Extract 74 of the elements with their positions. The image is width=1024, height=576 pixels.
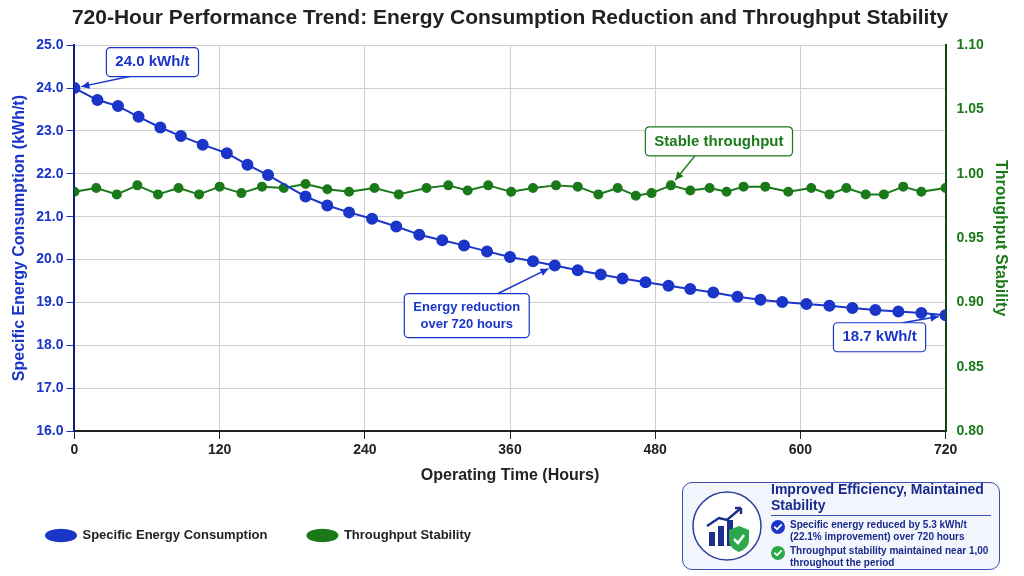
point	[366, 212, 379, 225]
y-tick-label: 25.0	[36, 36, 64, 53]
y2-tick-label: 0.85	[956, 357, 985, 374]
text: Improved Efficiency, Maintained Stability	[771, 481, 991, 516]
y-tick-label: 24.0	[36, 78, 64, 95]
y-tick-label: 21.0	[36, 207, 64, 224]
point	[504, 250, 516, 263]
x-tick-label: 120	[207, 441, 232, 458]
y-tick-label: 19.0	[36, 293, 64, 310]
point	[639, 276, 652, 289]
point	[800, 298, 813, 311]
y2-tick-label: 1.10	[956, 36, 985, 53]
text: Specific energy reduced by 5.3 kWh/t (22.1% improvement) over 720 hours	[790, 519, 968, 543]
point	[616, 272, 629, 285]
x-tick-label: 600	[788, 441, 813, 458]
point	[481, 245, 494, 258]
point	[548, 259, 561, 272]
y2-tick-label: 1.00	[956, 164, 985, 181]
point	[869, 304, 882, 317]
x-tick-label: 0	[70, 441, 79, 458]
legend-label: Specific Energy Consumption	[82, 527, 268, 543]
point	[196, 138, 209, 151]
y2-axis-title: Throughput Stability	[992, 159, 1010, 317]
point	[846, 301, 859, 314]
point	[892, 305, 905, 318]
point	[112, 100, 124, 113]
point	[526, 255, 539, 268]
point	[132, 110, 145, 123]
point	[220, 147, 233, 160]
point	[571, 264, 584, 277]
x-tick-label: 360	[498, 441, 522, 458]
legend-label: Throughput Stability	[343, 527, 472, 543]
y-axis-title: Specific Energy Consumption (kWh/t)	[10, 94, 28, 382]
point	[413, 228, 426, 241]
y2-tick-label: 0.80	[956, 421, 985, 438]
x-axis-title: Operating Time (Hours)	[420, 465, 600, 483]
y2-tick-label: 1.05	[956, 100, 985, 117]
point	[707, 286, 720, 299]
x-tick-label: 720	[933, 441, 958, 458]
y-tick-label: 17.0	[36, 378, 64, 395]
point	[321, 199, 334, 212]
point	[915, 307, 928, 320]
annotation: Energy reduction over 720 hours	[413, 298, 521, 331]
point	[343, 206, 356, 219]
point	[299, 190, 312, 203]
point	[823, 299, 836, 312]
point	[458, 239, 471, 252]
point	[754, 293, 767, 306]
y-tick-label: 22.0	[36, 164, 64, 181]
y2-tick-label: 0.95	[956, 228, 985, 245]
text: Throughput stability maintained near 1,00 throughout the period	[790, 545, 990, 569]
y2-tick-label: 0.90	[956, 293, 985, 310]
annotation: 24.0 kWh/t	[115, 52, 190, 70]
point	[776, 295, 789, 308]
annotation: Stable throughput	[654, 131, 784, 149]
chart-title: 720-Hour Performance Trend: Energy Consumption Reduction and Throughput Stability	[71, 5, 949, 29]
point	[731, 290, 744, 303]
point	[174, 130, 187, 143]
point	[436, 234, 449, 247]
annotation: 18.7 kWh/t	[842, 327, 917, 345]
y-tick-label: 23.0	[36, 121, 64, 138]
x-tick-label: 240	[353, 441, 377, 458]
point	[684, 283, 697, 296]
point	[662, 279, 675, 292]
y-tick-label: 18.0	[36, 336, 64, 353]
x-tick-label: 480	[643, 441, 668, 458]
point	[154, 121, 167, 134]
y-tick-label: 20.0	[36, 250, 64, 267]
point	[91, 94, 104, 107]
point	[390, 220, 403, 233]
point	[594, 268, 607, 281]
point	[241, 158, 254, 171]
y-tick-label: 16.0	[36, 421, 64, 438]
point	[262, 169, 275, 182]
